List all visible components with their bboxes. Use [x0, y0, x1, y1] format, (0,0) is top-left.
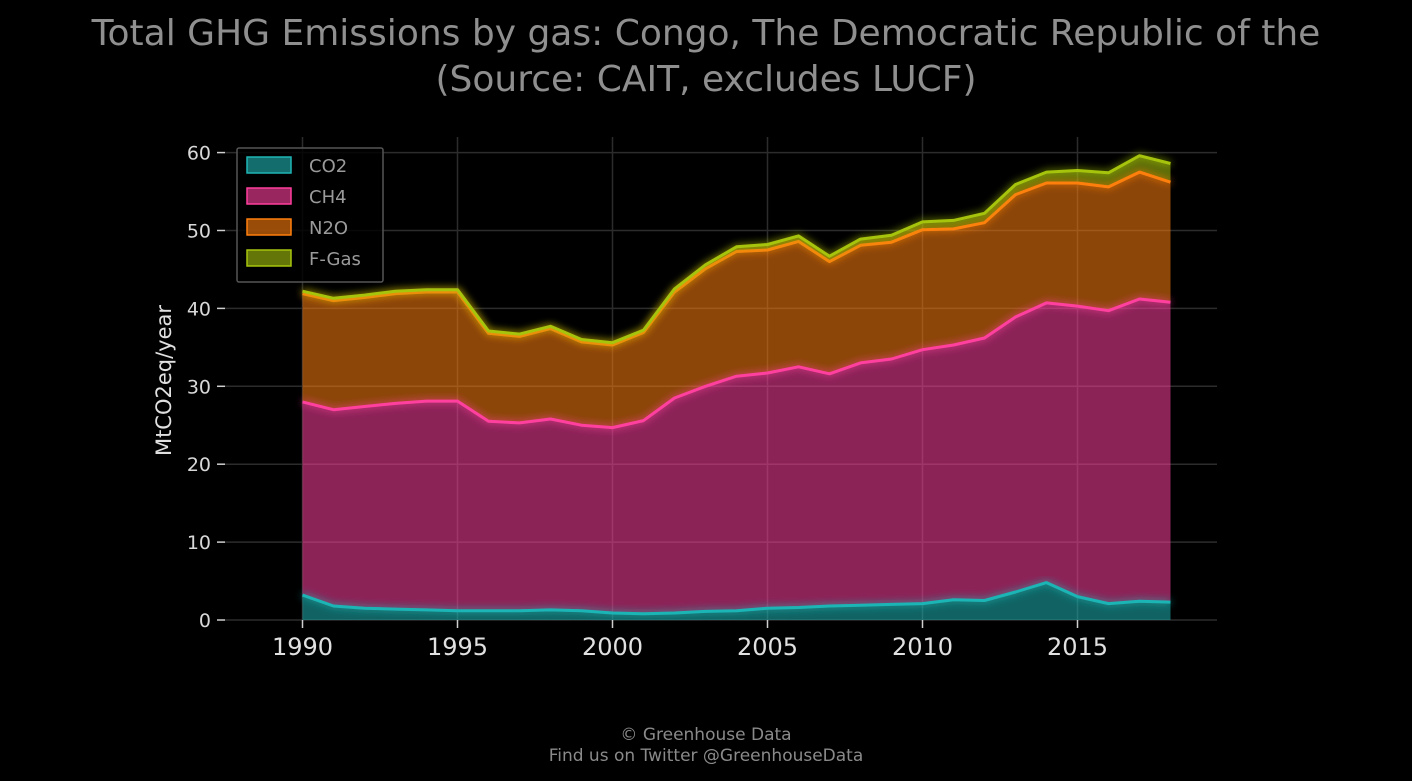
footer-twitter: Find us on Twitter @GreenhouseData [548, 746, 864, 766]
line-ch4 [302, 297, 1171, 430]
area-layers [302, 155, 1171, 620]
y-axis-label: MtCO2eq/year [152, 305, 176, 456]
line-n2o [302, 170, 1171, 347]
area-n2o [302, 172, 1171, 428]
x-tick-label: 2005 [737, 633, 798, 661]
footer-copyright: © Greenhouse Data [620, 725, 792, 745]
area-ch4 [302, 299, 1171, 614]
legend-swatch-f-gas [246, 249, 292, 267]
line-co2 [302, 581, 1171, 616]
x-tick-label: 2010 [892, 633, 953, 661]
x-tick-label: 2000 [582, 633, 643, 661]
x-tick-label: 1990 [272, 633, 333, 661]
line-f-gas [302, 154, 1171, 345]
x-tick-label: 2015 [1047, 633, 1108, 661]
legend: CO2 CH4 N2O F-Gas [236, 147, 384, 283]
y-tick-label: 40 [187, 298, 211, 320]
y-tick-label: 0 [199, 610, 211, 632]
y-tick-label: 50 [187, 220, 211, 242]
legend-label-ch4: CH4 [309, 187, 347, 208]
y-tick-label: 60 [187, 143, 211, 165]
chart: 0 10 20 30 40 50 60 1990 1995 2000 2005 2010 2015 MtC… [152, 137, 1217, 661]
legend-frame [236, 147, 384, 283]
area-outlines [302, 154, 1171, 616]
area-co2 [302, 582, 1171, 620]
chart-subtitle: (Source: CAIT, excludes LUCF) [435, 59, 977, 100]
y-tick-label: 30 [187, 376, 211, 398]
y-tick-label: 10 [187, 532, 211, 554]
legend-label-co2: CO2 [309, 156, 347, 177]
legend-swatch-n2o [246, 218, 292, 236]
axes: 0 10 20 30 40 50 60 1990 1995 2000 2005 2010 2015 MtC… [152, 143, 1108, 661]
legend-label-f-gas: F-Gas [309, 249, 361, 270]
legend-label-n2o: N2O [309, 218, 348, 239]
legend-swatch-co2 [246, 156, 292, 174]
y-tick-label: 20 [187, 454, 211, 476]
chart-title: Total GHG Emissions by gas: Congo, The D… [91, 13, 1321, 54]
legend-swatch-ch4 [246, 187, 292, 205]
x-tick-label: 1995 [427, 633, 488, 661]
